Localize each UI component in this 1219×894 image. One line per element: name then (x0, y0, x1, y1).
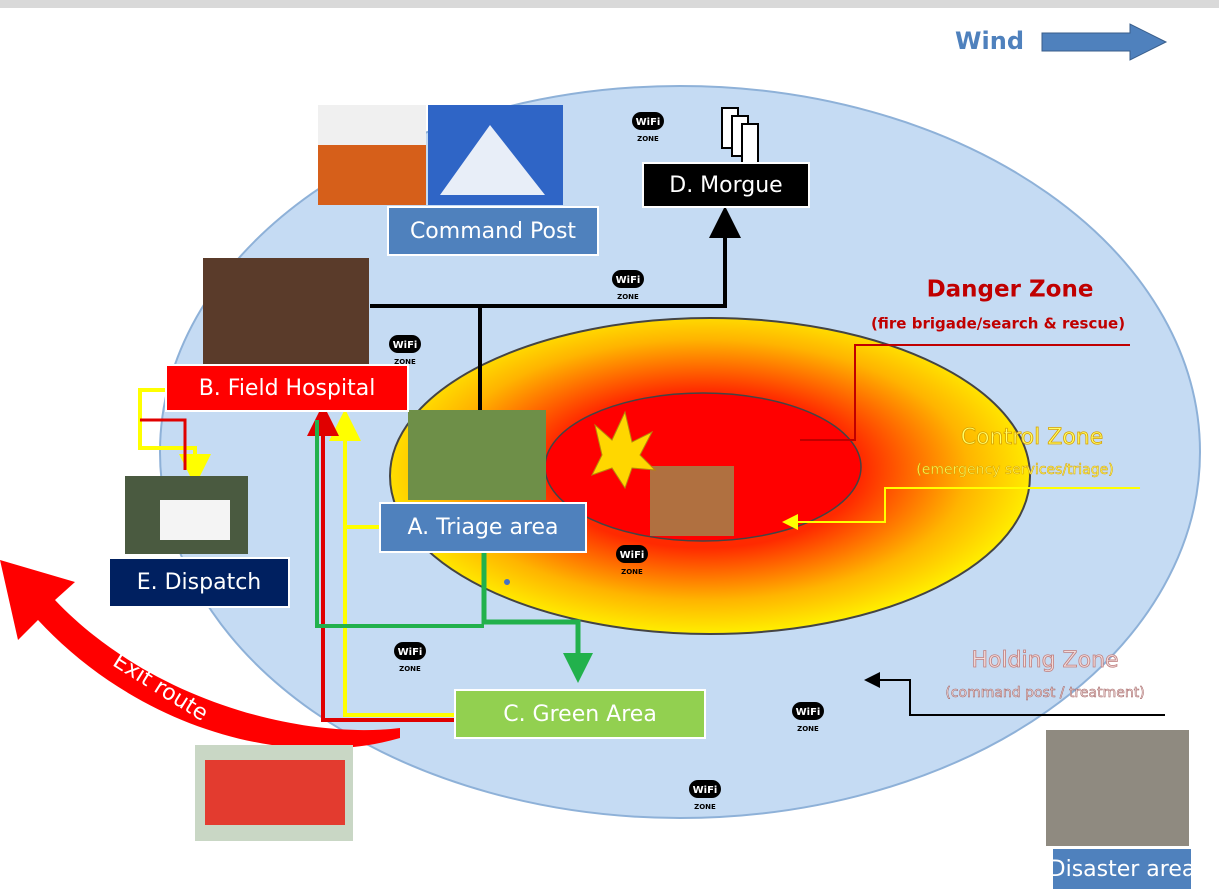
top-bar (0, 0, 1219, 8)
wifi-logo: WiFi (636, 117, 661, 128)
holding-title: Holding Zone (971, 648, 1118, 673)
photo-disaster (1046, 730, 1189, 846)
wifi-caption: ZONE (399, 665, 421, 673)
photo-rescue (650, 466, 734, 536)
wind-label: Wind (955, 27, 1024, 55)
wifi-logo: WiFi (693, 785, 718, 796)
danger-title: Danger Zone (927, 277, 1094, 303)
photo-sky (318, 105, 426, 145)
wifi-logo: WiFi (393, 340, 418, 351)
ambulance-body (160, 500, 230, 540)
photo-hospital (203, 258, 369, 364)
morgue-label: D. Morgue (669, 173, 782, 198)
triage-label: A. Triage area (407, 515, 558, 540)
wifi-caption: ZONE (637, 135, 659, 143)
photo-triage (408, 410, 546, 500)
wifi-caption: ZONE (621, 568, 643, 576)
control-subtitle: (emergency services/triage) (916, 462, 1113, 478)
hospital-label: B. Field Hospital (199, 376, 376, 401)
wifi-caption: ZONE (797, 725, 819, 733)
dispatch-label: E. Dispatch (137, 570, 262, 595)
green-label: C. Green Area (503, 702, 657, 727)
wind-arrow (1042, 24, 1166, 60)
wifi-logo: WiFi (620, 550, 645, 561)
control-title: Control Zone (961, 425, 1104, 450)
dot (504, 579, 510, 585)
page: { "wind": {"label": "Wind"}, "areas": { … (0, 0, 1219, 894)
danger-subtitle: (fire brigade/search & rescue) (871, 315, 1125, 333)
wifi-caption: ZONE (694, 803, 716, 811)
bus-body (205, 760, 345, 825)
wifi-logo: WiFi (796, 707, 821, 718)
diagram: Wind Exit route D. Morgue Command Post B… (0, 0, 1219, 894)
wifi-logo: WiFi (398, 647, 423, 658)
holding-subtitle: (command post / treatment) (945, 685, 1144, 701)
disaster-label: Disaster area (1049, 857, 1196, 882)
wifi-caption: ZONE (394, 358, 416, 366)
wifi-logo: WiFi (616, 275, 641, 286)
wifi-caption: ZONE (617, 293, 639, 301)
command-label: Command Post (410, 219, 576, 244)
